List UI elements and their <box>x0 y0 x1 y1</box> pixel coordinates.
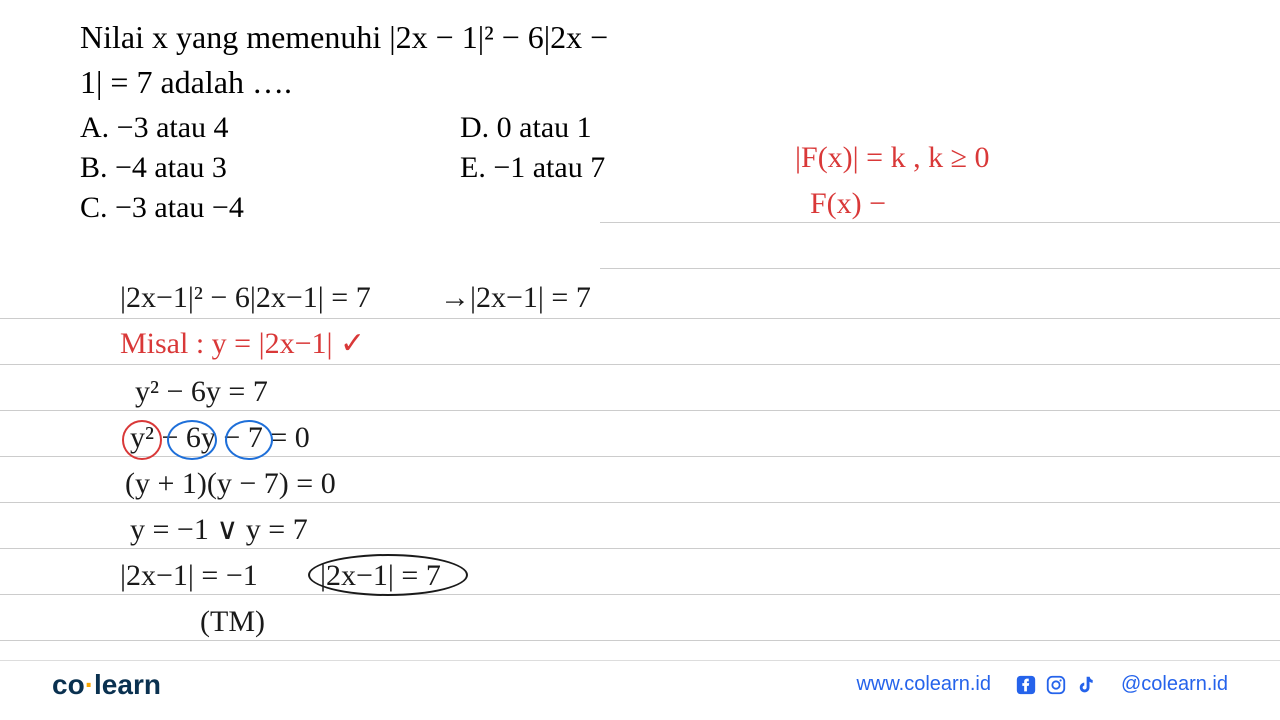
logo-co: co <box>52 669 85 700</box>
side-note-2: F(x) − <box>810 186 886 222</box>
option-b: B. −4 atau 3 <box>80 151 460 185</box>
options-row-1: A. −3 atau 4 D. 0 atau 1 <box>80 111 1240 145</box>
logo-learn: learn <box>94 669 161 700</box>
work-line-7-left: |2x−1| = −1 <box>120 558 258 594</box>
website-link[interactable]: www.colearn.id <box>856 673 991 696</box>
option-d: D. 0 atau 1 <box>460 111 760 145</box>
footer: co·learn www.colearn.id @colearn.id <box>0 660 1280 708</box>
facebook-icon[interactable] <box>1015 674 1037 696</box>
work-line-2: Misal : y = |2x−1| ✓ <box>120 326 365 362</box>
instagram-icon[interactable] <box>1045 674 1067 696</box>
option-a: A. −3 atau 4 <box>80 111 460 145</box>
option-c: C. −3 atau −4 <box>80 191 460 225</box>
oval-answer <box>308 554 468 596</box>
work-line-5: (y + 1)(y − 7) = 0 <box>125 466 336 502</box>
work-line-3: y² − 6y = 7 <box>135 374 268 410</box>
social-handle[interactable]: @colearn.id <box>1121 673 1228 696</box>
work-line-1-right: →|2x−1| = 7 <box>440 280 591 316</box>
question-line-1: Nilai x yang memenuhi |2x − 1|² − 6|2x − <box>80 15 1240 60</box>
side-rule-area <box>600 177 1280 269</box>
circle-minus6y-blue <box>167 420 217 460</box>
work-line-6: y = −1 ∨ y = 7 <box>130 512 308 548</box>
tiktok-icon[interactable] <box>1075 674 1097 696</box>
logo-dot: · <box>85 669 94 700</box>
question-line-2: 1| = 7 adalah …. <box>80 60 1240 105</box>
side-note-1: |F(x)| = k , k ≥ 0 <box>795 140 990 176</box>
circle-y-squared-red <box>122 420 162 460</box>
circle-minus7-blue <box>225 420 273 460</box>
social-icons <box>1015 674 1097 696</box>
work-line-8: (TM) <box>200 604 265 640</box>
footer-right: www.colearn.id @colearn.id <box>856 673 1228 696</box>
work-line-1-left: |2x−1|² − 6|2x−1| = 7 <box>120 280 371 316</box>
logo: co·learn <box>52 669 161 701</box>
